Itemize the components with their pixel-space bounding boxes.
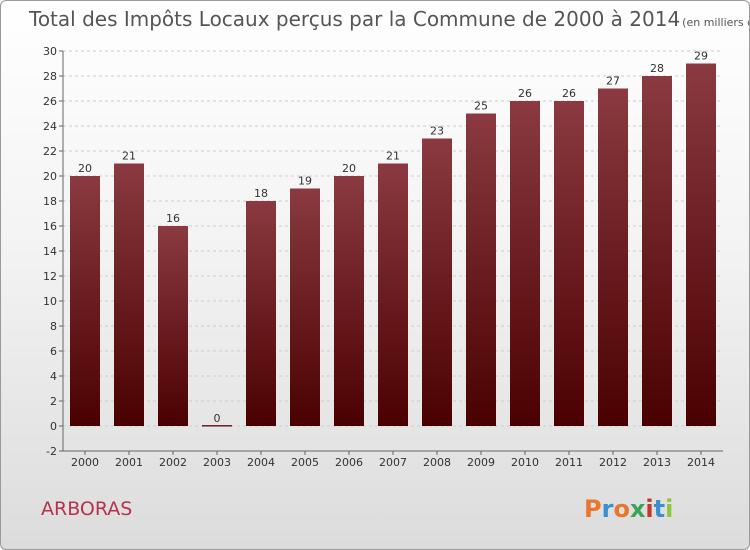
logo-letter: P (584, 495, 602, 523)
x-tick-label: 2004 (247, 456, 275, 469)
bar (114, 163, 144, 426)
y-tick-label: 30 (43, 45, 57, 58)
title-unit: (en milliers d'€) (682, 16, 750, 29)
y-tick-label: 16 (43, 220, 57, 233)
logo-letter: t (654, 495, 665, 523)
bar (202, 425, 232, 427)
proxiti-logo: Proxiti (584, 495, 673, 523)
y-tick-label: 20 (43, 170, 57, 183)
y-tick-label: 26 (43, 95, 57, 108)
y-tick-label: 14 (43, 245, 57, 258)
bar (466, 113, 496, 426)
y-tick-label: 12 (43, 270, 57, 283)
data-label: 20 (342, 162, 356, 175)
data-label: 28 (650, 62, 664, 75)
y-tick-label: 6 (50, 345, 57, 358)
data-label: 19 (298, 175, 312, 188)
bar (510, 101, 540, 426)
data-label: 21 (386, 150, 400, 163)
data-label: 16 (166, 212, 180, 225)
y-tick-label: 18 (43, 195, 57, 208)
logo-letter: i (665, 495, 673, 523)
bar (598, 88, 628, 426)
bar (334, 176, 364, 426)
chart-title: Total des Impôts Locaux perçus par la Co… (28, 7, 750, 31)
data-label: 26 (562, 87, 576, 100)
bar (686, 63, 716, 426)
x-tick-label: 2007 (379, 456, 407, 469)
data-label: 26 (518, 87, 532, 100)
bar (554, 101, 584, 426)
logo-letter: i (645, 495, 653, 523)
x-tick-label: 2008 (423, 456, 451, 469)
data-label: 0 (214, 412, 221, 425)
data-label: 21 (122, 150, 136, 163)
x-tick-label: 2011 (555, 456, 583, 469)
x-tick-label: 2001 (115, 456, 143, 469)
y-tick-label: 22 (43, 145, 57, 158)
data-label: 23 (430, 125, 444, 138)
x-tick-label: 2012 (599, 456, 627, 469)
bar (290, 188, 320, 426)
label-layer: -202468101214161820222426283020200021200… (43, 45, 715, 469)
x-tick-label: 2003 (203, 456, 231, 469)
y-tick-label: 2 (50, 395, 57, 408)
data-label: 18 (254, 187, 268, 200)
y-tick-label: 8 (50, 320, 57, 333)
bar (246, 201, 276, 426)
data-label: 29 (694, 50, 708, 63)
commune-label: ARBORAS (41, 498, 132, 520)
x-tick-label: 2010 (511, 456, 539, 469)
data-label: 27 (606, 75, 620, 88)
y-tick-label: 24 (43, 120, 57, 133)
bar (158, 226, 188, 426)
logo-letter: x (630, 495, 646, 523)
y-tick-label: 4 (50, 370, 57, 383)
x-tick-label: 2014 (687, 456, 715, 469)
bar (642, 76, 672, 426)
y-tick-label: 0 (50, 420, 57, 433)
y-tick-label: 10 (43, 295, 57, 308)
data-label: 25 (474, 100, 488, 113)
x-tick-label: 2009 (467, 456, 495, 469)
x-tick-label: 2000 (71, 456, 99, 469)
y-tick-label: 28 (43, 70, 57, 83)
bar (378, 163, 408, 426)
y-tick-label: -2 (46, 445, 57, 458)
x-tick-label: 2005 (291, 456, 319, 469)
logo-letter: r (602, 495, 614, 523)
bar (422, 138, 452, 426)
logo-letter: o (613, 495, 630, 523)
bar (70, 176, 100, 426)
x-tick-label: 2006 (335, 456, 363, 469)
bar-layer (70, 63, 716, 427)
x-tick-label: 2002 (159, 456, 187, 469)
title-main: Total des Impôts Locaux perçus par la Co… (28, 7, 680, 31)
x-tick-label: 2013 (643, 456, 671, 469)
data-label: 20 (78, 162, 92, 175)
